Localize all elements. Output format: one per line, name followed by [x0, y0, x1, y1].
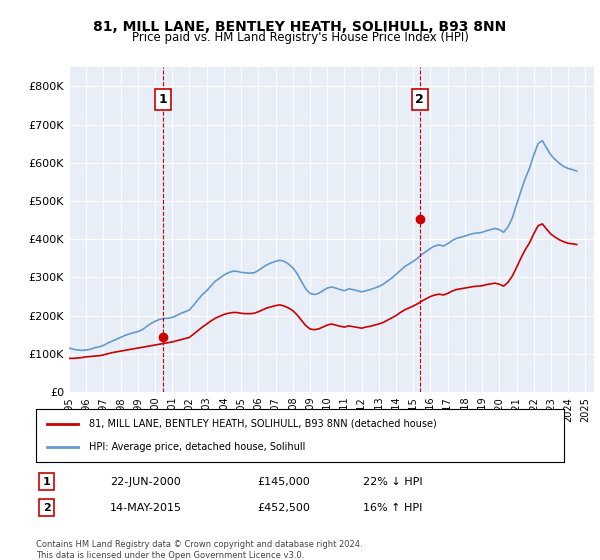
Text: 22% ↓ HPI: 22% ↓ HPI — [364, 477, 423, 487]
Text: 81, MILL LANE, BENTLEY HEATH, SOLIHULL, B93 8NN (detached house): 81, MILL LANE, BENTLEY HEATH, SOLIHULL, … — [89, 419, 437, 429]
Text: Price paid vs. HM Land Registry's House Price Index (HPI): Price paid vs. HM Land Registry's House … — [131, 31, 469, 44]
Text: 22-JUN-2000: 22-JUN-2000 — [110, 477, 181, 487]
Text: 81, MILL LANE, BENTLEY HEATH, SOLIHULL, B93 8NN: 81, MILL LANE, BENTLEY HEATH, SOLIHULL, … — [94, 20, 506, 34]
Text: 2: 2 — [415, 93, 424, 106]
Text: £145,000: £145,000 — [258, 477, 311, 487]
Text: 1: 1 — [159, 93, 167, 106]
Text: Contains HM Land Registry data © Crown copyright and database right 2024.
This d: Contains HM Land Registry data © Crown c… — [36, 540, 362, 560]
Text: 16% ↑ HPI: 16% ↑ HPI — [364, 502, 423, 512]
Text: 2: 2 — [43, 502, 50, 512]
Text: £452,500: £452,500 — [258, 502, 311, 512]
Text: HPI: Average price, detached house, Solihull: HPI: Average price, detached house, Soli… — [89, 442, 305, 452]
Text: 14-MAY-2015: 14-MAY-2015 — [110, 502, 182, 512]
Text: 1: 1 — [43, 477, 50, 487]
